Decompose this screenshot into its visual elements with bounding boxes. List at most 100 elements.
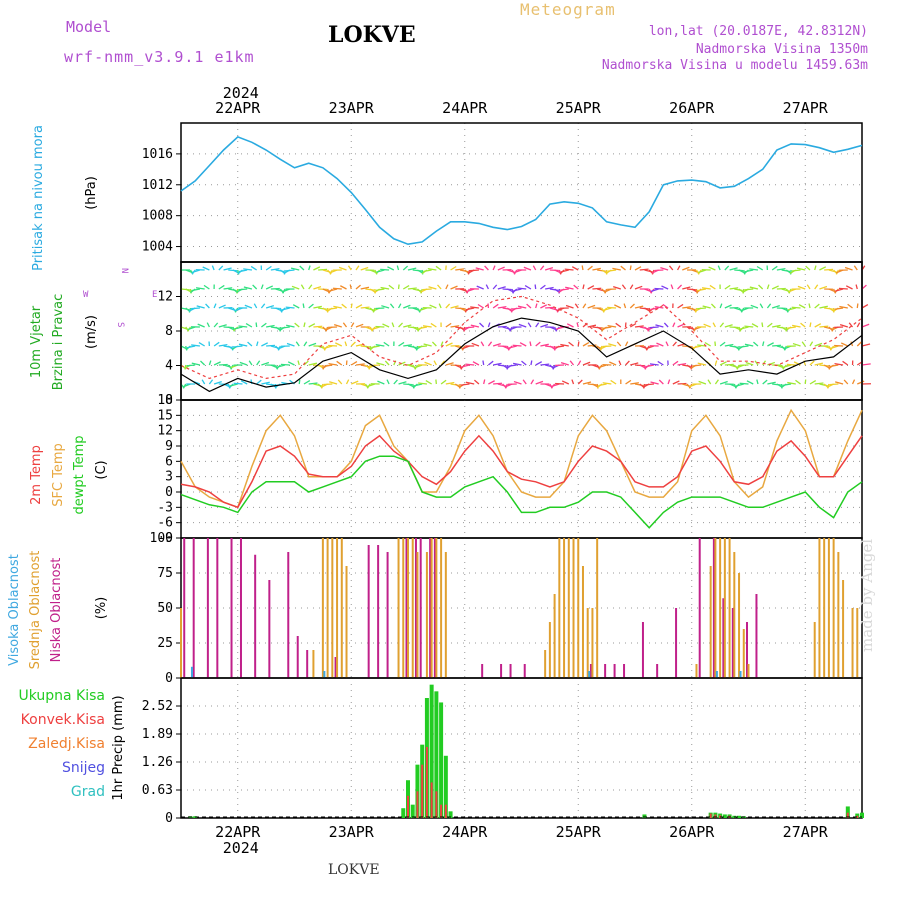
wind-barb [328, 362, 338, 366]
wind-barb [847, 303, 853, 309]
wind-axis-title-line1: 10m Vjetar [29, 305, 44, 378]
wind-barb [602, 345, 612, 348]
wind-barb [534, 284, 537, 290]
wind-barb [739, 345, 749, 348]
wind-barb [697, 362, 707, 366]
wind-barb [423, 269, 432, 273]
x-top-date-label: 25APR [556, 99, 602, 117]
wind-barb [719, 380, 728, 385]
wind-barb [480, 341, 485, 347]
wind-barb [240, 380, 248, 385]
wind-barb [629, 322, 637, 328]
wind-barb [806, 284, 811, 290]
wind-barb [672, 322, 676, 328]
wind-barb [744, 325, 754, 328]
y-tick-label: 8 [165, 324, 173, 339]
wind-barb [192, 269, 201, 274]
wind-barb [455, 307, 465, 310]
wind-barb [435, 379, 438, 385]
wind-unit-label: (m/s) [84, 315, 99, 349]
wind-barb [566, 323, 574, 328]
wind-barb [287, 361, 295, 366]
wind-barb [749, 286, 759, 290]
wind-barb [762, 341, 765, 347]
wind-barb [540, 323, 549, 328]
wind-barb [233, 345, 243, 348]
wind-barb [300, 284, 305, 290]
wind-barb [482, 360, 485, 366]
wind-barb [658, 379, 664, 385]
wind-barb [328, 288, 338, 292]
wind-barb [676, 265, 681, 271]
wind-barb [761, 322, 764, 328]
wind-barb [618, 360, 622, 366]
wind-barb [712, 322, 716, 328]
wind-barb [861, 304, 869, 309]
wind-barb [682, 286, 691, 290]
wind-barb [654, 306, 664, 309]
wind-barb [771, 285, 779, 290]
wind-barb [213, 341, 220, 347]
wind-barb [324, 345, 333, 349]
wind-barb [791, 306, 801, 309]
wind-barb [545, 306, 555, 309]
precip-conv-bar [416, 791, 419, 818]
wind-barb [470, 306, 480, 309]
wind-barb [662, 303, 669, 309]
wind-barb [845, 285, 853, 290]
wind-barb [418, 382, 427, 385]
wind-barb [397, 303, 402, 309]
wind-barb [476, 285, 484, 290]
wind-barb [839, 305, 848, 309]
wind-barb [819, 305, 828, 309]
wind-barb [429, 304, 437, 309]
wind-barb [545, 286, 554, 290]
wind-barb [383, 341, 390, 347]
y-tick-label: 3 [165, 470, 173, 485]
wind-barb [844, 266, 853, 271]
model-name: wrf-nmm_v3.9.1 e1km [64, 48, 255, 66]
temp-2m-axis-title: 2m Temp [29, 445, 44, 505]
wind-barb [299, 265, 305, 271]
wind-barb [285, 269, 295, 272]
wind-barb [535, 380, 544, 385]
wind-barb [540, 284, 546, 290]
wind-barb [347, 265, 352, 271]
wind-barb [692, 345, 702, 349]
wind-barb [493, 362, 502, 366]
wind-barb [196, 305, 205, 309]
wind-barb [839, 324, 849, 328]
wind-barb [512, 307, 522, 310]
wind-barb [191, 288, 201, 292]
wind-barb [407, 267, 417, 271]
wind-barb [487, 360, 494, 366]
wind-barb [398, 381, 407, 385]
elevation-model-label: Nadmorska Visina u modelu 1459.63m [601, 58, 868, 73]
wind-barb [754, 360, 759, 366]
y-tick-label: 18 [157, 393, 173, 408]
wind-barb [523, 266, 532, 271]
cloud-high-axis-title: Visoka Oblacnost [7, 554, 22, 666]
wind-barb [559, 288, 569, 291]
wind-barb [229, 383, 238, 387]
wind-barb [295, 341, 300, 347]
wind-barb [445, 342, 453, 347]
wind-barb [375, 288, 385, 291]
wind-barb [530, 360, 533, 366]
wind-barb [428, 286, 437, 290]
wind-barb [202, 266, 210, 271]
wind-barb [250, 265, 258, 271]
wind-barb [397, 284, 400, 290]
cloud-low-axis-title: Niska Oblacnost [49, 558, 64, 663]
wind-barb [581, 265, 584, 271]
wind-barb [714, 379, 719, 385]
panel-frame [180, 677, 863, 819]
wind-barb [245, 323, 253, 328]
wind-barb [634, 305, 644, 309]
wind-barb [477, 303, 485, 309]
wind-barb [513, 288, 522, 292]
wind-barb [535, 361, 543, 366]
wind-barb [261, 381, 270, 385]
wind-barb [328, 344, 338, 347]
y-tick-label: 100 [150, 531, 173, 546]
